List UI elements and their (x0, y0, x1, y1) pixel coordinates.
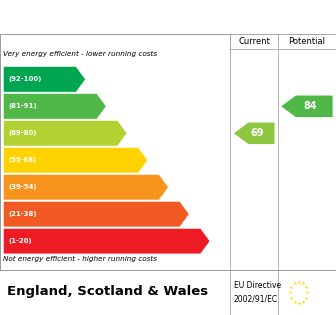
Text: (21-38): (21-38) (8, 211, 37, 217)
Polygon shape (3, 147, 148, 173)
Text: EU Directive: EU Directive (234, 281, 281, 290)
Text: Energy Efficiency Rating: Energy Efficiency Rating (10, 9, 232, 25)
Polygon shape (3, 175, 168, 200)
Text: G: G (212, 235, 222, 248)
Polygon shape (3, 94, 106, 119)
Text: 2002/91/EC: 2002/91/EC (234, 295, 278, 304)
Text: 69: 69 (250, 128, 264, 138)
Text: C: C (129, 127, 138, 140)
Text: E: E (170, 181, 179, 194)
Text: B: B (108, 100, 117, 113)
Text: D: D (150, 154, 160, 167)
Text: England, Scotland & Wales: England, Scotland & Wales (7, 285, 208, 298)
Polygon shape (3, 121, 127, 146)
Text: (55-68): (55-68) (8, 157, 37, 163)
Polygon shape (3, 228, 210, 254)
Text: 84: 84 (303, 101, 317, 111)
Text: (81-91): (81-91) (8, 103, 37, 109)
Text: (69-80): (69-80) (8, 130, 37, 136)
Text: Very energy efficient - lower running costs: Very energy efficient - lower running co… (3, 50, 158, 57)
Text: (92-100): (92-100) (8, 76, 42, 82)
Text: Current: Current (238, 37, 270, 46)
Bar (230, 34, 336, 49)
Text: A: A (87, 73, 97, 86)
Polygon shape (3, 201, 189, 227)
Polygon shape (3, 66, 85, 92)
Polygon shape (234, 123, 275, 144)
Text: Not energy efficient - higher running costs: Not energy efficient - higher running co… (3, 256, 157, 262)
Polygon shape (281, 95, 333, 117)
Text: Potential: Potential (288, 37, 326, 46)
Text: F: F (191, 208, 199, 221)
Text: (1-20): (1-20) (8, 238, 32, 244)
Text: (39-54): (39-54) (8, 184, 37, 190)
